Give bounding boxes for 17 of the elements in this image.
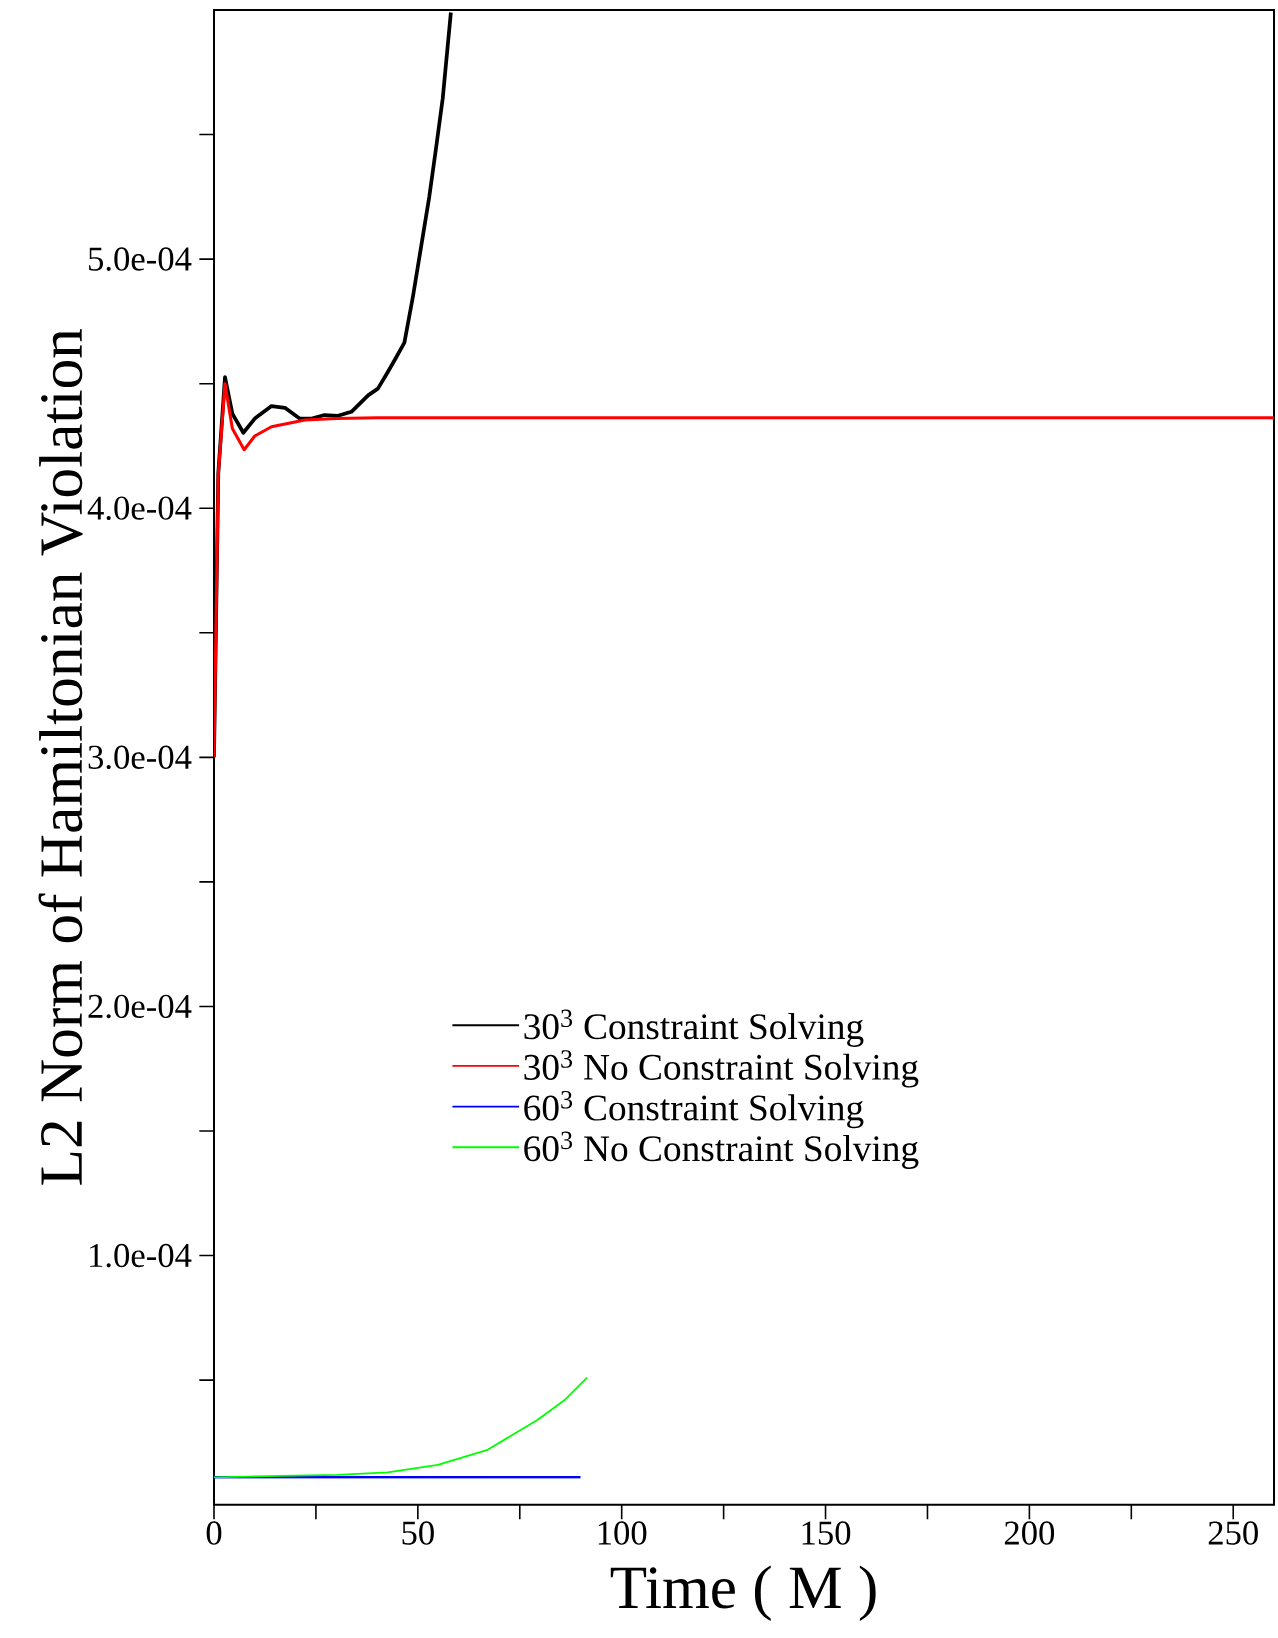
x-tick-label: 200 xyxy=(1004,1521,1055,1545)
y-tick-label: 1.0e-04 xyxy=(90,1243,192,1268)
legend-label: 30$^{3}$ No Constraint Solving xyxy=(524,1050,919,1088)
y-axis-title: L2 Norm of Hamiltonian Violation xyxy=(38,329,83,1185)
legend-label: 60$^{3}$ No Constraint Solving xyxy=(524,1131,919,1169)
x-tick-label: 50 xyxy=(402,1521,434,1545)
y-tick-label: 2.0e-04 xyxy=(88,994,192,1019)
y-tick-label: 5.0e-04 xyxy=(89,247,192,271)
y-tick-label: 4.0e-04 xyxy=(87,496,192,520)
x-axis-title: Time ( M ) xyxy=(610,1565,876,1621)
legend-label: 60$^{3}$ Constraint Solving xyxy=(524,1090,864,1129)
x-tick-label: 100 xyxy=(598,1521,647,1545)
x-tick-label: 250 xyxy=(1208,1521,1258,1545)
x-tick-label: 150 xyxy=(802,1521,851,1545)
y-tick-label: 3.0e-04 xyxy=(88,745,192,770)
legend-label: 30$^{3}$ Constraint Solving xyxy=(524,1009,864,1047)
x-tick-label: 0 xyxy=(206,1521,222,1545)
